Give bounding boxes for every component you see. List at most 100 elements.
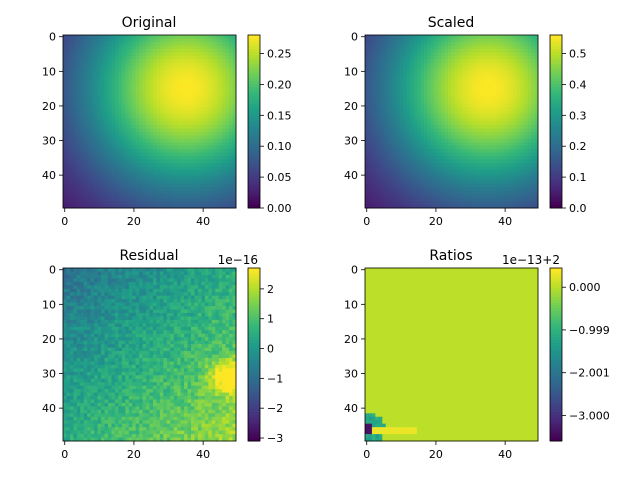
heatmap-cell bbox=[125, 35, 130, 39]
heatmap-cell bbox=[482, 41, 487, 46]
heatmap-cell bbox=[69, 194, 74, 199]
heatmap-cell bbox=[125, 52, 130, 57]
heatmap-cell bbox=[441, 180, 446, 185]
heatmap-cell bbox=[159, 187, 164, 192]
heatmap-cell bbox=[413, 52, 418, 57]
heatmap-cell bbox=[465, 83, 470, 88]
heatmap-cell bbox=[531, 145, 536, 150]
heatmap-cell bbox=[128, 149, 133, 154]
heatmap-cell bbox=[430, 149, 435, 154]
heatmap-cell bbox=[482, 163, 487, 167]
heatmap-cell bbox=[76, 38, 81, 43]
heatmap-cell bbox=[107, 149, 112, 154]
heatmap-cell bbox=[448, 131, 452, 136]
heatmap-cell bbox=[142, 128, 147, 133]
heatmap-cell bbox=[427, 79, 432, 84]
heatmap-cell bbox=[146, 69, 150, 74]
heatmap-cell bbox=[142, 201, 147, 206]
heatmap-cell bbox=[475, 197, 480, 202]
heatmap-cell bbox=[420, 121, 425, 126]
heatmap-cell bbox=[368, 142, 373, 147]
heatmap-cell bbox=[232, 124, 237, 129]
heatmap-cell bbox=[121, 93, 126, 98]
heatmap-cell bbox=[482, 66, 487, 71]
heatmap-cell bbox=[430, 97, 435, 102]
heatmap-cell bbox=[146, 145, 150, 150]
heatmap-cell bbox=[201, 76, 206, 81]
heatmap-cell bbox=[73, 111, 78, 116]
heatmap-cell bbox=[434, 45, 439, 50]
heatmap-cell bbox=[135, 180, 140, 185]
colorbar-segment bbox=[248, 190, 260, 195]
heatmap-cell bbox=[506, 169, 511, 174]
heatmap-cell bbox=[152, 156, 157, 161]
heatmap-cell bbox=[232, 107, 237, 112]
heatmap-cell bbox=[413, 62, 418, 67]
heatmap-cell bbox=[94, 194, 99, 199]
heatmap-cell bbox=[101, 138, 106, 143]
heatmap-cell bbox=[454, 169, 459, 174]
heatmap-cell bbox=[368, 86, 373, 91]
heatmap-cell bbox=[399, 166, 404, 171]
heatmap-cell bbox=[416, 138, 421, 143]
heatmap-cell bbox=[184, 55, 189, 60]
heatmap-cell bbox=[499, 100, 504, 105]
heatmap-cell bbox=[430, 194, 435, 199]
heatmap-cell bbox=[420, 187, 425, 192]
heatmap-cell bbox=[163, 156, 168, 161]
heatmap-cell bbox=[482, 149, 487, 154]
heatmap-cell bbox=[229, 135, 234, 140]
heatmap-cell bbox=[444, 163, 449, 167]
heatmap-cell bbox=[458, 152, 463, 157]
heatmap-cell bbox=[201, 100, 206, 105]
heatmap-cell bbox=[468, 104, 473, 109]
heatmap-cell bbox=[146, 128, 150, 133]
heatmap-cell bbox=[63, 62, 67, 67]
heatmap-cell bbox=[187, 73, 192, 78]
heatmap-cell bbox=[114, 38, 119, 43]
colorbar-segment bbox=[248, 63, 260, 68]
heatmap-cell bbox=[520, 93, 525, 98]
heatmap-cell bbox=[128, 100, 133, 105]
heatmap-cell bbox=[132, 62, 137, 67]
heatmap-cell bbox=[472, 55, 477, 60]
heatmap-cell bbox=[403, 41, 408, 46]
heatmap-cell bbox=[506, 149, 511, 154]
heatmap-cell bbox=[503, 163, 508, 167]
heatmap-cell bbox=[208, 59, 213, 64]
heatmap-cell bbox=[215, 128, 220, 133]
heatmap-cell bbox=[211, 97, 216, 102]
heatmap-cell bbox=[156, 159, 161, 164]
heatmap-cell bbox=[132, 48, 137, 53]
heatmap-cell bbox=[465, 194, 470, 199]
heatmap-cell bbox=[83, 121, 88, 126]
heatmap-cell bbox=[423, 128, 428, 133]
heatmap-cell bbox=[513, 183, 518, 188]
heatmap-cell bbox=[187, 197, 192, 202]
heatmap-cell bbox=[197, 69, 202, 74]
heatmap-cell bbox=[423, 135, 428, 140]
heatmap-cell bbox=[132, 35, 137, 39]
heatmap-cell bbox=[139, 100, 144, 105]
heatmap-cell bbox=[218, 180, 223, 185]
heatmap-cell bbox=[159, 107, 164, 112]
heatmap-cell bbox=[461, 159, 466, 164]
heatmap-cell bbox=[493, 79, 497, 84]
heatmap-cell bbox=[83, 149, 88, 154]
heatmap-cell bbox=[496, 159, 501, 164]
heatmap-cell bbox=[458, 97, 463, 102]
heatmap-cell bbox=[173, 152, 178, 157]
heatmap-cell bbox=[441, 48, 446, 53]
heatmap-cell bbox=[128, 52, 133, 57]
heatmap-cell bbox=[406, 124, 411, 129]
heatmap-cell bbox=[365, 35, 369, 39]
heatmap-cell bbox=[448, 104, 452, 109]
heatmap-cell bbox=[97, 118, 102, 122]
heatmap-cell bbox=[499, 111, 504, 116]
heatmap-cell bbox=[163, 48, 168, 53]
heatmap-cell bbox=[458, 135, 463, 140]
heatmap-cell bbox=[229, 79, 234, 84]
heatmap-cell bbox=[163, 159, 168, 164]
heatmap-cell bbox=[218, 111, 223, 116]
heatmap-cell bbox=[365, 156, 369, 161]
